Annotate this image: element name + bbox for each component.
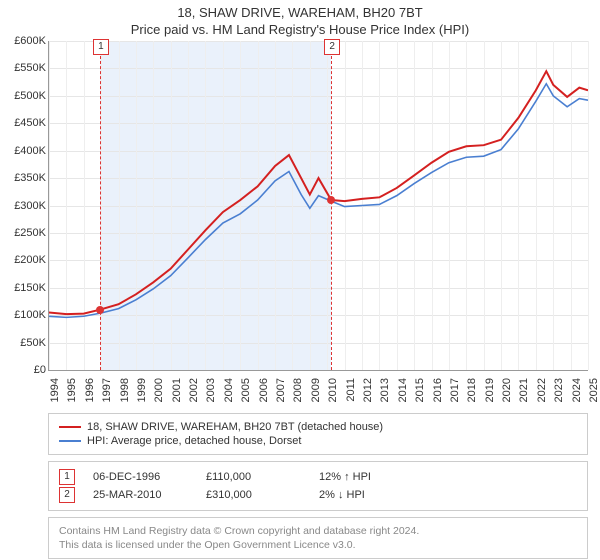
x-axis-label: 2014 (397, 378, 409, 408)
x-axis-label: 2021 (518, 378, 530, 408)
sale-marker-tag: 2 (324, 39, 340, 55)
x-axis-label: 2008 (292, 378, 304, 408)
x-axis-label: 2013 (379, 378, 391, 408)
gridline-v (588, 41, 589, 370)
y-axis-label: £500K (4, 90, 46, 102)
x-axis-label: 2004 (223, 378, 235, 408)
series-line-red (49, 71, 588, 314)
x-axis-label: 2023 (553, 378, 565, 408)
y-axis-label: £400K (4, 145, 46, 157)
sale-row-marker: 2 (59, 487, 75, 503)
x-axis-label: 2018 (466, 378, 478, 408)
legend-swatch (59, 426, 81, 428)
y-axis-label: £50K (4, 337, 46, 349)
y-axis-label: £300K (4, 200, 46, 212)
plot-area: £0£50K£100K£150K£200K£250K£300K£350K£400… (48, 41, 588, 371)
x-axis-label: 2006 (258, 378, 270, 408)
sale-price: £110,000 (206, 471, 301, 483)
attribution-line2: This data is licensed under the Open Gov… (59, 538, 577, 552)
x-axis-label: 1994 (49, 378, 61, 408)
sale-date: 25-MAR-2010 (93, 489, 188, 501)
y-axis-label: £600K (4, 35, 46, 47)
y-axis-label: £0 (4, 364, 46, 376)
sale-date: 06-DEC-1996 (93, 471, 188, 483)
x-axis-label: 1995 (66, 378, 78, 408)
y-axis-label: £450K (4, 117, 46, 129)
x-axis-label: 2009 (310, 378, 322, 408)
attribution-line1: Contains HM Land Registry data © Crown c… (59, 524, 577, 538)
x-axis-label: 2007 (275, 378, 287, 408)
sale-row: 1 06-DEC-1996 £110,000 12% ↑ HPI (59, 468, 577, 486)
y-axis-label: £200K (4, 254, 46, 266)
legend-box: 18, SHAW DRIVE, WAREHAM, BH20 7BT (detac… (48, 413, 588, 455)
sale-delta: 2% ↓ HPI (319, 489, 414, 501)
sale-price: £310,000 (206, 489, 301, 501)
x-axis-label: 1996 (84, 378, 96, 408)
x-axis-label: 2000 (153, 378, 165, 408)
sale-marker-tag: 1 (93, 39, 109, 55)
plot-inner: £0£50K£100K£150K£200K£250K£300K£350K£400… (48, 41, 588, 371)
y-axis-label: £550K (4, 62, 46, 74)
legend-label: HPI: Average price, detached house, Dors… (87, 435, 301, 447)
x-axis-label: 2002 (188, 378, 200, 408)
sale-row-marker: 1 (59, 469, 75, 485)
y-axis-label: £350K (4, 172, 46, 184)
legend-row: HPI: Average price, detached house, Dors… (59, 434, 577, 448)
sale-delta: 12% ↑ HPI (319, 471, 414, 483)
series-line-blue (49, 84, 588, 318)
x-axis-label: 2011 (345, 378, 357, 408)
x-axis-label: 2005 (240, 378, 252, 408)
y-axis-label: £150K (4, 282, 46, 294)
x-axis-label: 2022 (536, 378, 548, 408)
sale-row: 2 25-MAR-2010 £310,000 2% ↓ HPI (59, 486, 577, 504)
x-axis-label: 1997 (101, 378, 113, 408)
chart-container: 18, SHAW DRIVE, WAREHAM, BH20 7BT Price … (0, 0, 600, 560)
x-axis-label: 2012 (362, 378, 374, 408)
y-axis-label: £250K (4, 227, 46, 239)
x-axis-label: 2019 (484, 378, 496, 408)
x-axis-label: 2016 (432, 378, 444, 408)
x-axis-label: 2003 (205, 378, 217, 408)
x-axis-label: 2025 (588, 378, 600, 408)
legend-label: 18, SHAW DRIVE, WAREHAM, BH20 7BT (detac… (87, 421, 383, 433)
legend-row: 18, SHAW DRIVE, WAREHAM, BH20 7BT (detac… (59, 420, 577, 434)
attribution-box: Contains HM Land Registry data © Crown c… (48, 517, 588, 559)
x-axis-label: 2015 (414, 378, 426, 408)
x-axis-label: 1999 (136, 378, 148, 408)
x-axis-label: 2010 (327, 378, 339, 408)
x-axis-label: 1998 (119, 378, 131, 408)
lower-sections: 18, SHAW DRIVE, WAREHAM, BH20 7BT (detac… (48, 413, 588, 559)
x-axis-label: 2020 (501, 378, 513, 408)
page-subtitle: Price paid vs. HM Land Registry's House … (0, 20, 600, 41)
line-chart-svg (49, 41, 588, 370)
sales-box: 1 06-DEC-1996 £110,000 12% ↑ HPI 2 25-MAR-201… (48, 461, 588, 511)
y-axis-label: £100K (4, 309, 46, 321)
x-axis-label: 2024 (571, 378, 583, 408)
sale-marker-dot (327, 196, 335, 204)
legend-swatch (59, 440, 81, 442)
x-axis-label: 2001 (171, 378, 183, 408)
x-axis-label: 2017 (449, 378, 461, 408)
page-title: 18, SHAW DRIVE, WAREHAM, BH20 7BT (0, 0, 600, 20)
sale-marker-dot (96, 306, 104, 314)
